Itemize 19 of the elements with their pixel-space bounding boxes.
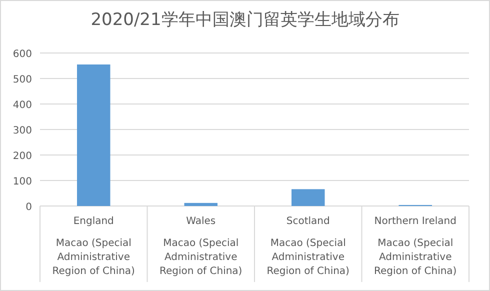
bar — [77, 64, 110, 206]
bar — [292, 189, 325, 206]
y-tick-label: 300 — [12, 126, 32, 136]
y-tick-label: 600 — [12, 49, 32, 60]
y-tick-label: 200 — [12, 151, 32, 162]
chart-title: 2020/21学年中国澳门留英学生地域分布 — [90, 10, 400, 30]
x-tick-label: England — [73, 216, 114, 227]
text: Macao (Special Administrative Region of China) — [52, 238, 136, 277]
x-tick-label: Northern Ireland — [374, 216, 456, 227]
text: Macao (Special Administrative Region of China) — [374, 238, 457, 277]
text: Macao (Special Administrative Region of China) — [160, 238, 242, 277]
bar — [184, 202, 218, 206]
x-tick-label: Wales — [186, 216, 216, 227]
text: Macao (Special Administrative Region of China) — [266, 238, 350, 277]
y-tick-label: 0 — [26, 202, 32, 213]
y-tick-label: 500 — [12, 74, 32, 86]
y-tick-label: 400 — [12, 100, 32, 111]
x-tick-label: Scotland — [286, 216, 330, 227]
y-tick-label: 100 — [12, 176, 32, 188]
